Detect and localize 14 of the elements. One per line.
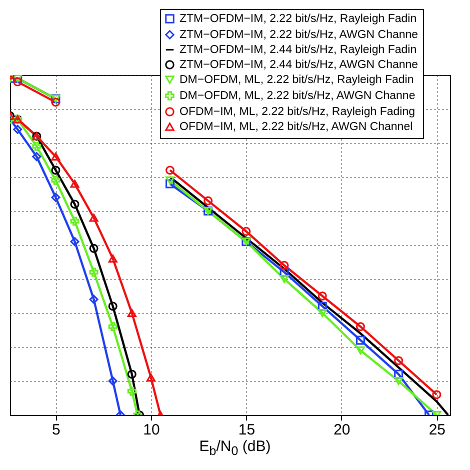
legend-label: DM−OFDM, ML, 2.22 bit/s/Hz, AWGN Channe	[180, 90, 416, 102]
x-axis-title: E$_{b}$/N$_{0}$ (dB)	[198, 438, 272, 458]
x-tick-label: 10	[143, 422, 160, 438]
x-tick-label: 15	[238, 422, 256, 438]
x-tick-label: 25	[428, 422, 446, 438]
legend-label: ZTM−OFDM−IM, 2.22 bit/s/Hz, AWGN Channe	[180, 28, 418, 41]
legend-label: ZTM−OFDM−IM, 2.44 bit/s/Hz, Rayleigh Fadin	[180, 44, 417, 56]
legend-label: DM−OFDM, ML, 2.22 bit/s/Hz, Rayleigh Fadin	[180, 74, 414, 86]
x-tick-label: 5	[52, 422, 60, 438]
legend-label: OFDM−IM, ML, 2.22 bit/s/Hz, AWGN Channel	[180, 120, 413, 133]
legend-label: ZTM−OFDM−IM, 2.22 bit/s/Hz, Rayleigh Fadin	[180, 12, 417, 25]
x-tick-label: 20	[334, 422, 350, 438]
legend-label: OFDM−IM, ML, 2.22 bit/s/Hz, Rayleigh Fading	[180, 106, 416, 118]
legend-label: ZTM−OFDM−IM, 2.44 bit/s/Hz, AWGN Channe	[180, 58, 418, 71]
